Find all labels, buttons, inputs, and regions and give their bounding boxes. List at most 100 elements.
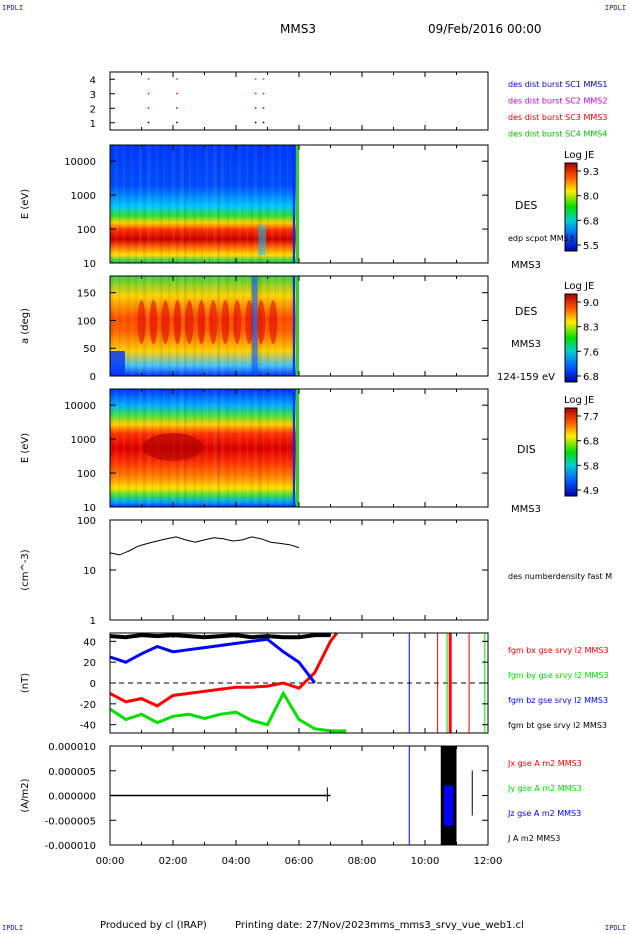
spectrogram-streak xyxy=(254,389,255,507)
spectrogram-streak xyxy=(127,145,130,263)
data-gap-stripe xyxy=(293,389,295,507)
spectrogram-streak xyxy=(139,145,142,263)
y-tick-label: -20 xyxy=(80,700,96,711)
y-tick-label: 2 xyxy=(90,104,96,115)
spectrogram-streak xyxy=(242,389,243,507)
spectrogram-streak xyxy=(111,276,113,376)
spectrogram-streak xyxy=(148,145,151,263)
spectrogram-streak xyxy=(180,145,182,263)
spectrogram-streak xyxy=(287,276,288,376)
spectrogram-streak xyxy=(115,389,118,507)
spectrogram-streak xyxy=(168,145,170,263)
spacecraft-title: MMS3 xyxy=(280,22,316,36)
y-tick-label: 3 xyxy=(90,90,96,101)
colorbar-tick-label: 8.0 xyxy=(583,192,599,203)
spectrogram-streak xyxy=(131,276,132,376)
x-tick-label: 04:00 xyxy=(222,856,251,867)
panel-frame-density xyxy=(109,519,489,621)
colorbar-tick-label: 6.8 xyxy=(583,372,599,383)
colorbar-title: Log JE xyxy=(564,281,594,292)
corner-mark-top-left: IPDLI xyxy=(2,4,24,12)
spectrogram-streak xyxy=(287,145,288,263)
data-edge-stripe xyxy=(296,276,299,376)
spectrogram-streak xyxy=(181,145,184,263)
colorbar xyxy=(564,407,578,497)
y-tick-label: 1 xyxy=(90,119,96,130)
spectrogram-streak xyxy=(255,389,257,507)
b-legend-1: fgm bx gse srvy l2 MMS3 xyxy=(508,646,609,655)
spectrogram-streak xyxy=(254,145,255,263)
spectrogram-streak xyxy=(135,145,137,263)
spectrogram-streak xyxy=(291,276,293,376)
b-legend-4: fgm bt gse srvy l2 MMS3 xyxy=(508,721,607,730)
spectrogram-streak xyxy=(230,389,231,507)
pitch-feature xyxy=(173,300,182,344)
pitch-feature xyxy=(185,300,194,344)
dis-feature xyxy=(143,433,203,461)
spectrogram-feature xyxy=(258,225,267,255)
spectrogram-streak xyxy=(291,389,293,507)
y-tick-label: 0.000010 xyxy=(48,742,96,753)
y-tick-label: 100 xyxy=(77,469,96,480)
data-gap-stripe xyxy=(293,276,295,376)
burst-mark xyxy=(254,78,257,80)
spectrogram-streak xyxy=(246,389,248,507)
y-axis-label: E (eV) xyxy=(20,433,31,463)
y-tick-label: 1 xyxy=(90,616,96,627)
spectrogram-streak xyxy=(205,389,208,507)
spectrogram-streak xyxy=(217,276,220,376)
burst-mark xyxy=(254,92,257,95)
footer-produced: Produced by cl (IRAP) xyxy=(100,920,207,931)
des-pitch-label: DES xyxy=(515,305,537,318)
spectrogram-streak xyxy=(111,389,113,507)
spectrogram-streak xyxy=(172,145,175,263)
spectrogram-streak xyxy=(259,145,262,263)
colorbar-title: Log JE xyxy=(564,395,594,406)
burst-mark xyxy=(176,107,178,109)
burst-mark xyxy=(176,121,178,124)
colorbar-tick-label: 4.9 xyxy=(583,486,599,497)
density-line xyxy=(109,536,300,556)
spectrogram-streak xyxy=(123,389,125,507)
spectrogram-streak xyxy=(271,389,274,507)
spectrogram-streak xyxy=(115,276,118,376)
burst-mark xyxy=(147,121,150,124)
spectrogram-streak xyxy=(156,145,158,263)
burst-mark xyxy=(147,78,150,80)
burst-mark xyxy=(147,107,150,109)
y-tick-label: 10 xyxy=(83,566,96,577)
spectrogram-streak xyxy=(226,389,229,507)
spectrogram-streak xyxy=(217,145,220,263)
burst-mark xyxy=(254,121,257,124)
spectrogram-streak xyxy=(214,389,217,507)
spectrogram-streak xyxy=(258,145,260,263)
spectrogram-streak xyxy=(283,276,286,376)
spectrogram-streak xyxy=(148,276,151,376)
b-series-3 xyxy=(109,637,316,684)
des-pitch-spacecraft-label: MMS3 xyxy=(511,339,541,350)
spectrogram-streak xyxy=(250,145,253,263)
spectrogram-streak xyxy=(181,276,184,376)
dis-spacecraft-label: MMS3 xyxy=(511,504,541,515)
spectrogram-streak xyxy=(287,389,288,507)
spectrogram-streak xyxy=(259,389,262,507)
y-axis-label: a (deg) xyxy=(20,308,31,344)
burst-legend-1: des dist burst SC1 MMS1 xyxy=(508,80,607,89)
pitch-feature xyxy=(209,300,218,344)
density-legend: des numberdensity fast M xyxy=(508,572,612,581)
spectrogram-streak xyxy=(160,145,163,263)
spectrogram-streak xyxy=(127,276,130,376)
spectrogram-streak xyxy=(263,389,264,507)
spectrogram-streak xyxy=(111,145,113,263)
colorbar xyxy=(564,293,578,383)
y-tick-label: 0 xyxy=(90,679,96,690)
spectrogram-streak xyxy=(164,145,165,263)
spectrogram-streak xyxy=(177,145,179,263)
spectrogram-dis_energy xyxy=(110,389,299,507)
current-legend-4: J A m2 MMS3 xyxy=(507,834,560,843)
pitch-feature xyxy=(221,300,230,344)
spectrogram-streak xyxy=(234,145,236,263)
spectrogram-streak xyxy=(160,276,163,376)
spectrogram-streak xyxy=(131,145,132,263)
spectrogram-streak xyxy=(242,276,243,376)
